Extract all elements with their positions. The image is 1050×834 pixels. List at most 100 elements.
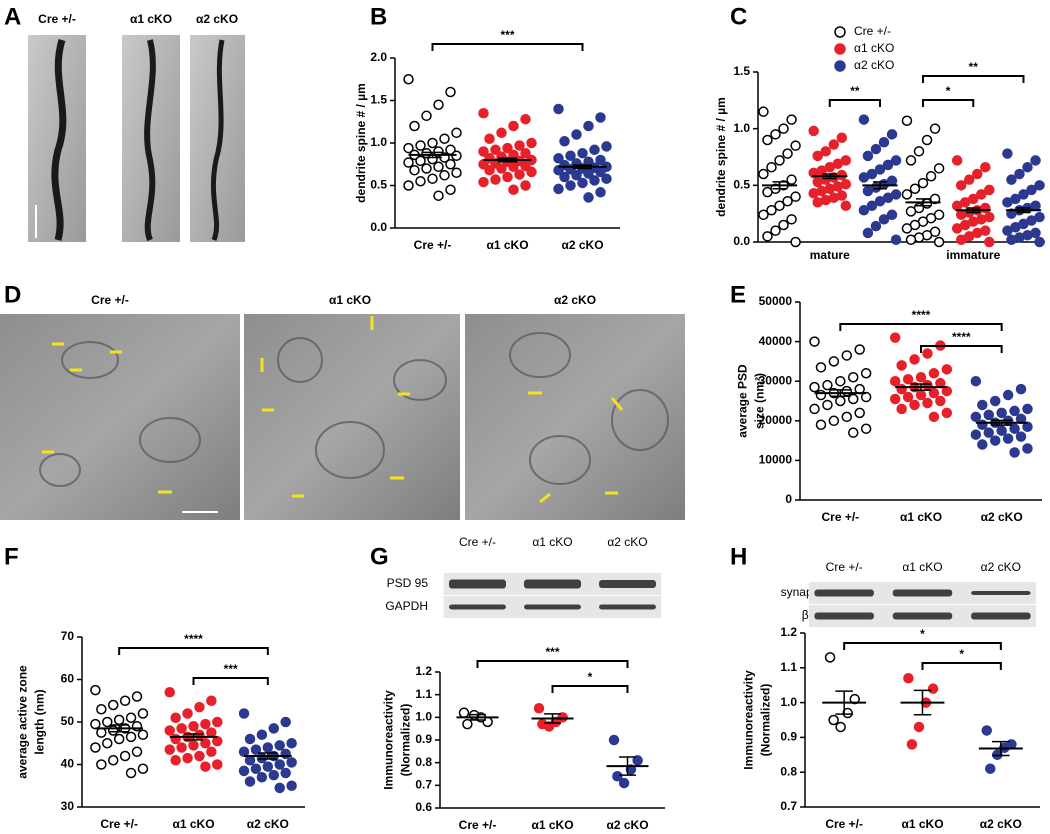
data-point [577,177,588,189]
data-point [786,174,797,185]
data-point [917,177,929,189]
data-point [96,727,107,738]
data-point [421,163,432,174]
data-point [268,723,280,734]
data-point [758,106,769,117]
significance-label: * [946,84,951,98]
significance-label: *** [500,28,514,42]
y-tick-label: 0.9 [780,730,797,744]
significance-bracket [828,99,881,107]
data-point [886,209,898,221]
significance-bracket [843,642,1002,650]
y-tick-label: 1.2 [780,625,797,639]
data-point [490,174,501,185]
blot-band [524,579,581,589]
data-point [996,407,1007,419]
data-point [762,231,773,242]
data-point [583,192,594,203]
data-point [782,195,793,207]
data-point [238,765,250,777]
data-point [828,356,840,367]
data-point [102,738,113,749]
data-point [808,188,819,199]
data-point [951,155,963,166]
x-tick-label: α2 cKO [247,817,289,831]
y-axis-label: Immunoreactivity [382,690,396,790]
data-point [433,146,444,157]
data-point [790,236,801,248]
data-point [922,397,933,409]
blot-column-label: Cre +/- [826,560,863,574]
data-point [403,142,414,154]
data-point [415,176,426,187]
data-point [928,411,940,423]
data-point [274,759,285,770]
sem-bar [619,756,636,776]
data-point [815,362,827,373]
data-point [983,409,995,421]
data-point [909,183,921,194]
data-point [1006,208,1017,219]
data-point [244,733,256,745]
blot-column-label: α2 cKO [981,560,1021,574]
data-point [922,379,933,391]
data-point [835,721,846,733]
data-point [113,714,125,726]
y-axis-label: (Normalized) [399,704,413,777]
data-point [860,423,872,434]
sem-bar [572,164,593,170]
data-point [890,155,902,166]
data-point [478,146,489,157]
y-tick-label: 0.8 [415,755,432,769]
sem-bar [183,733,204,741]
data-point [244,776,256,787]
panel-label: C [730,3,747,30]
y-tick-label: 1.1 [415,687,432,701]
data-point [170,733,181,745]
significance-label: * [920,627,925,641]
data-point [250,744,262,755]
y-tick-label: 60 [61,672,75,686]
significance-label: *** [545,645,559,659]
data-point [212,716,223,728]
blot-row-label: PSD 95 [387,576,429,590]
significance-label: *** [224,662,238,676]
data-point [96,704,107,715]
data-point [164,687,175,698]
sem-bar [830,389,851,397]
data-point [889,375,901,387]
data-point [972,168,983,180]
blot-band [971,612,1031,620]
image-label: α2 cKO [196,12,238,26]
data-point [445,86,456,98]
y-tick-label: 30000 [759,373,793,387]
data-point [790,191,801,202]
data-point [915,389,927,401]
blot-column-label: α1 cKO [902,560,942,574]
data-point [262,761,274,772]
significance-label: **** [952,330,971,344]
data-point [836,132,848,143]
data-point [520,147,531,159]
data-point [935,395,946,407]
data-point [970,375,982,387]
data-point [828,714,839,726]
data-point [595,112,606,123]
data-point [812,197,823,208]
data-point [90,684,101,696]
x-tick-label: Cre +/- [414,238,452,252]
data-point [842,707,853,719]
significance-bracket [476,660,629,668]
data-point [96,759,107,770]
data-point [774,155,785,166]
data-point [439,170,450,181]
y-tick-label: 0 [785,492,792,506]
data-point [194,701,205,713]
data-point [559,171,570,183]
data-point [1014,168,1025,180]
data-point [902,391,914,403]
data-point [905,155,917,166]
data-point [445,159,456,170]
data-point [520,160,531,172]
blot-row-label: GAPDH [385,599,428,613]
